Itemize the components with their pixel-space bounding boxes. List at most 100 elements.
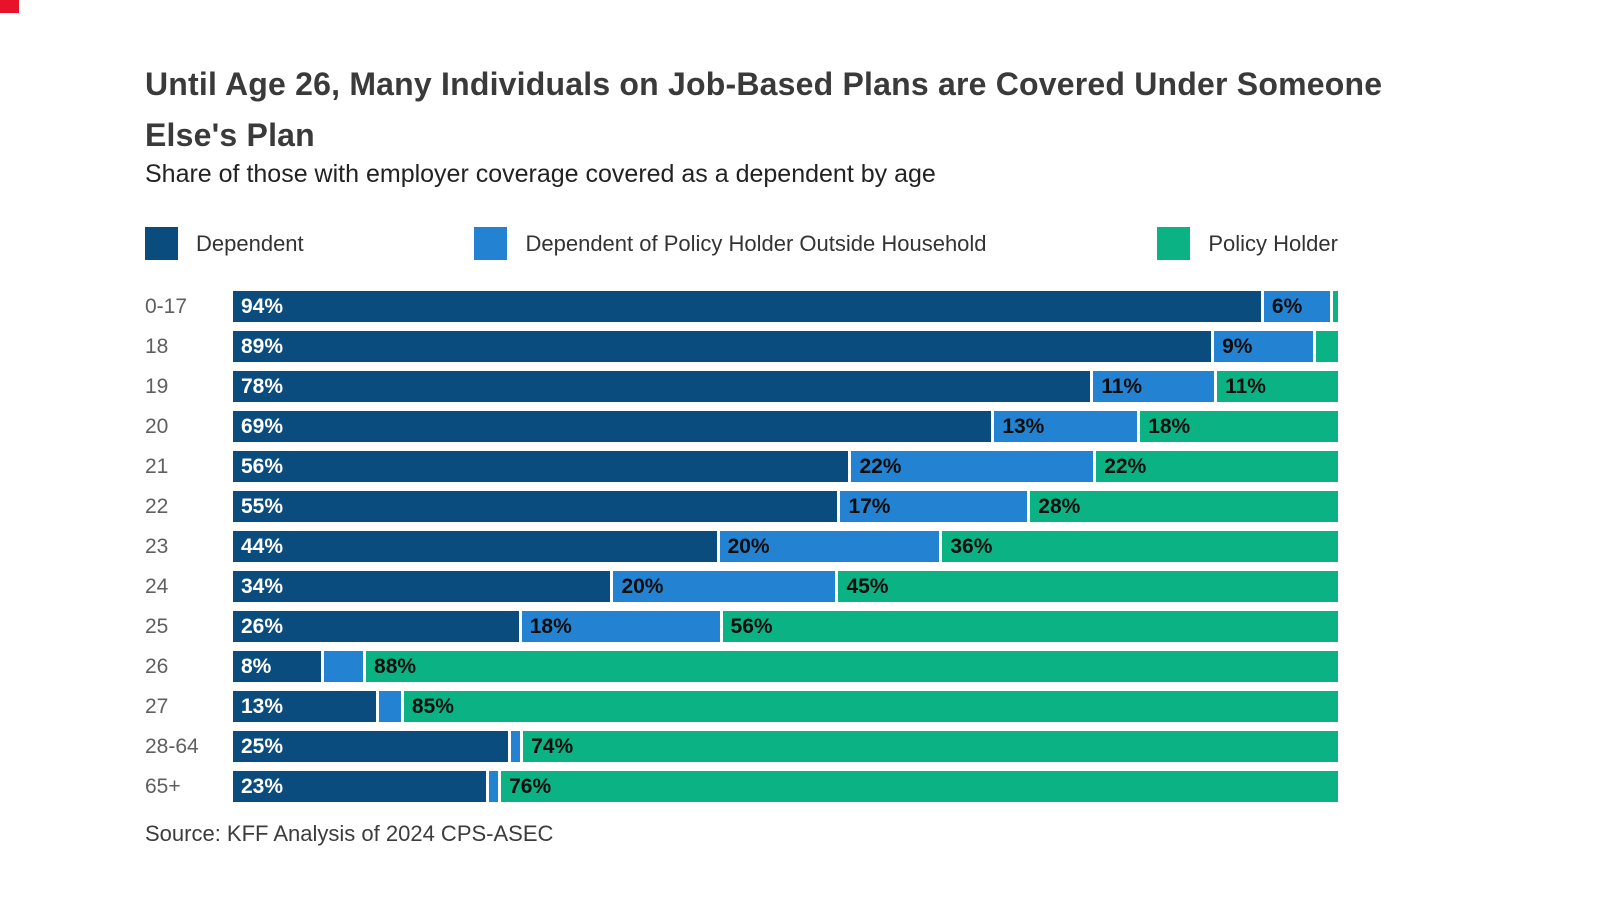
stacked-bar: 13% 85% [233,691,1339,722]
value-label: 89% [241,334,284,358]
value-label: 78% [241,374,284,398]
chart-row: 27 13% 85% [145,691,1339,722]
bar-segment: 85% [403,691,1339,722]
legend-label: Dependent of Policy Holder Outside House… [525,230,987,256]
value-label: 20% [727,534,770,558]
stacked-bar: 56% 22% 22% [233,451,1338,482]
bar-segment: 34% [233,571,611,602]
age-label: 21 [145,454,169,478]
bar-segment: 11% [1093,371,1215,402]
value-label: 13% [241,694,284,718]
value-label: 56% [241,454,284,478]
value-label: 11% [1101,374,1143,398]
age-label: 24 [145,574,169,598]
stacked-bar: 78% 11% 11% [233,371,1338,402]
bar-segment: 9% [1214,331,1314,362]
age-label: 26 [145,654,169,678]
bar-segment: 13% [994,411,1138,442]
stacked-bar: 44% 20% 36% [233,531,1338,562]
bar-segment [324,651,364,682]
value-label: 6% [1271,294,1303,318]
source-note: Source: KFF Analysis of 2024 CPS-ASEC [145,821,554,846]
legend-swatch [474,227,508,260]
corner-marker [0,0,19,13]
bar-segment [1316,331,1338,362]
value-label: 20% [621,574,664,598]
chart-row: 0-17 94% 6% [145,291,1338,322]
age-label: 22 [145,494,169,518]
value-label: 23% [241,774,284,798]
bar-segment: 13% [233,691,376,722]
value-label: 88% [374,654,417,678]
bar-segment: 6% [1263,291,1330,322]
stacked-bar-chart: 0-17 94% 6% 18 89% 9% 19 78% 11% 11% 20 69% 13% 18% 21… [145,291,1339,802]
value-label: 25% [241,734,284,758]
age-label: 28-64 [145,734,199,758]
value-label: 22% [1104,454,1147,478]
bar-segment: 22% [1096,451,1338,482]
value-label: 9% [1222,334,1253,358]
bar-segment [378,691,401,722]
bar-segment: 20% [613,571,836,602]
value-label: 18% [529,614,572,638]
bar-segment: 28% [1030,491,1338,522]
stacked-bar: 55% 17% 28% [233,491,1338,522]
value-label: 74% [531,734,574,758]
legend-item: Dependent of Policy Holder Outside House… [474,227,987,260]
chart-row: 22 55% 17% 28% [145,491,1338,522]
bar-segment: 55% [233,491,838,522]
bar-segment: 76% [501,771,1338,802]
bar-segment: 11% [1217,371,1338,402]
legend-item: Dependent [145,227,304,260]
chart-row: 19 78% 11% 11% [145,371,1338,402]
bar-segment: 8% [233,651,322,682]
bar-segment: 45% [838,571,1338,602]
bar-segment [511,731,521,762]
chart-row: 25 26% 18% 56% [145,611,1338,642]
bar-segment: 44% [233,531,717,562]
bar-segment: 20% [719,531,940,562]
stacked-bar: 69% 13% 18% [233,411,1338,442]
age-label: 23 [145,534,169,558]
age-label: 18 [145,334,169,358]
bar-segment: 56% [722,611,1338,642]
chart-subtitle: Share of those with employer coverage co… [145,160,936,188]
bar-segment: 26% [233,611,519,642]
stacked-bar: 23% 76% [233,771,1338,802]
legend-swatch [1157,227,1191,260]
stacked-bar: 94% 6% [233,291,1338,322]
bar-segment: 56% [233,451,849,482]
value-label: 34% [241,574,284,598]
legend-label: Policy Holder [1208,230,1338,256]
bar-segment: 78% [233,371,1091,402]
value-label: 94% [241,294,284,318]
value-label: 18% [1148,414,1191,438]
value-label: 36% [950,534,993,558]
stacked-bar: 25% 74% [233,731,1338,762]
value-label: 76% [509,774,552,798]
bar-segment: 17% [840,491,1028,522]
value-label: 45% [846,574,889,598]
legend-label: Dependent [196,230,304,256]
value-label: 13% [1002,414,1045,438]
age-label: 0-17 [145,294,188,318]
stacked-bar: 34% 20% 45% [233,571,1338,602]
chart-row: 28-64 25% 74% [145,731,1338,762]
age-label: 19 [145,374,169,398]
chart-row: 24 34% 20% 45% [145,571,1338,602]
chart-row: 18 89% 9% [145,331,1338,362]
legend-item: Policy Holder [1157,227,1338,260]
age-label: 25 [145,614,169,638]
bar-segment: 25% [233,731,509,762]
bar-segment: 89% [233,331,1212,362]
value-label: 69% [241,414,284,438]
chart-row: 26 8% 88% [145,651,1338,682]
value-label: 28% [1038,494,1081,518]
value-label: 22% [859,454,902,478]
chart-row: 65+ 23% 76% [145,771,1338,802]
value-label: 56% [730,614,773,638]
bar-segment: 88% [366,651,1338,682]
value-label: 11% [1225,374,1266,398]
value-label: 17% [848,494,891,518]
